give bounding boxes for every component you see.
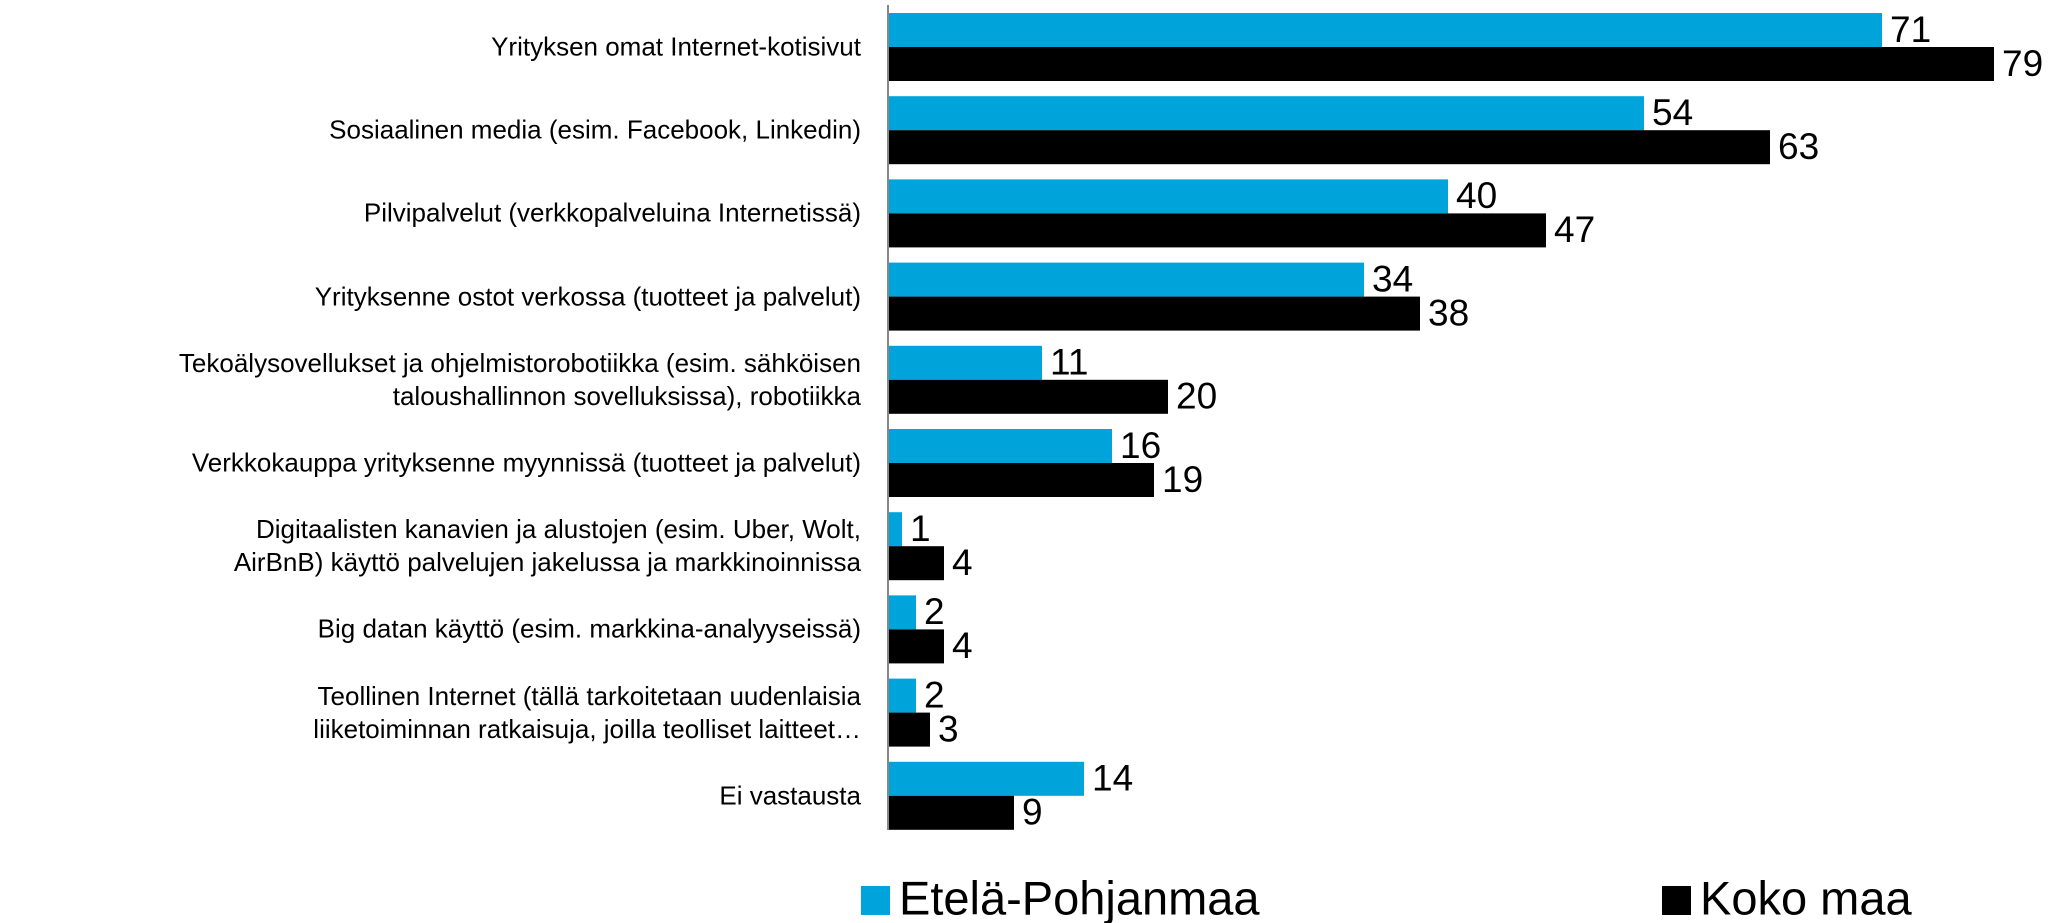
legend-swatch — [861, 886, 890, 915]
bar — [888, 512, 902, 547]
category-label: Tekoälysovellukset ja ohjelmistorobotiik… — [178, 347, 861, 411]
value-label: 34 — [1372, 258, 1413, 299]
category-label: Digitaalisten kanavien ja alustojen (esi… — [233, 514, 861, 578]
category-label: Pilvipalvelut (verkkopalveluina Internet… — [363, 197, 861, 228]
bar — [888, 546, 944, 581]
category-label: Yrityksenne ostot verkossa (tuotteet ja … — [314, 281, 861, 312]
value-label: 4 — [952, 542, 973, 583]
value-label: 20 — [1176, 376, 1217, 417]
category-label: Big datan käyttö (esim. markkina-analyys… — [317, 613, 861, 644]
value-label: 14 — [1092, 758, 1133, 799]
value-label: 40 — [1456, 175, 1497, 216]
legend-swatch — [1662, 886, 1691, 915]
bar — [888, 96, 1644, 131]
value-label: 1 — [910, 508, 931, 549]
value-label: 9 — [1022, 792, 1043, 833]
value-label: 4 — [952, 625, 973, 666]
category-label: Verkkokauppa yrityksenne myynnissä (tuot… — [191, 447, 861, 478]
bar — [888, 262, 1364, 297]
bar — [888, 345, 1042, 380]
bar — [888, 761, 1084, 796]
bar — [888, 13, 1882, 47]
value-label: 63 — [1778, 126, 1819, 167]
bar — [888, 678, 916, 713]
value-label: 2 — [924, 591, 945, 632]
value-label: 79 — [2002, 43, 2043, 84]
bar — [888, 712, 930, 747]
value-label: 19 — [1162, 459, 1203, 500]
bar — [888, 629, 944, 664]
category-label: Teollinen Internet (tällä tarkoitetaan u… — [313, 680, 861, 744]
legend-label: Koko maa — [1700, 871, 1912, 923]
value-label: 47 — [1554, 209, 1595, 250]
value-label: 2 — [924, 674, 945, 715]
value-label: 16 — [1120, 425, 1161, 466]
category-label: Yrityksen omat Internet-kotisivut — [491, 31, 861, 62]
value-label: 38 — [1428, 292, 1469, 333]
bar — [888, 130, 1770, 165]
bar — [888, 379, 1168, 414]
bar — [888, 47, 1994, 81]
bar — [888, 179, 1448, 214]
bar — [888, 595, 916, 630]
bar — [888, 463, 1154, 497]
bar — [888, 213, 1546, 248]
value-label: 3 — [938, 708, 959, 749]
value-label: 71 — [1890, 9, 1931, 50]
bar — [888, 429, 1112, 463]
value-label: 54 — [1652, 92, 1693, 133]
bar — [888, 795, 1014, 830]
bar — [888, 296, 1420, 331]
category-label: Ei vastausta — [719, 780, 861, 811]
value-label: 11 — [1050, 342, 1088, 383]
legend-label: Etelä-Pohjanmaa — [899, 871, 1260, 923]
category-label: Sosiaalinen media (esim. Facebook, Linke… — [329, 114, 861, 145]
